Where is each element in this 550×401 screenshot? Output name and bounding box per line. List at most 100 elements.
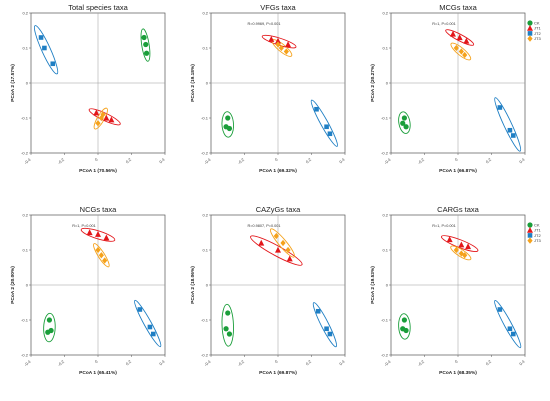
x-tick-label: -0.2 — [417, 358, 426, 367]
ck-ellipse — [221, 111, 234, 138]
x-tick-label: 0 — [454, 358, 460, 364]
legend-marker-jt1 — [527, 25, 533, 31]
x-tick-label: 0.4 — [338, 358, 346, 366]
legend-label-ck: CK — [534, 21, 540, 26]
y-axis-label: PCoA 2 (20.00%) — [10, 266, 16, 304]
x-tick-label: 0.2 — [305, 358, 313, 366]
x-tick-label: 0 — [454, 156, 460, 162]
y-tick-label: 0.2 — [202, 212, 208, 217]
x-tick-label: -0.2 — [417, 156, 426, 165]
jt3-point — [95, 120, 101, 127]
jt2-ellipse — [494, 300, 522, 349]
jt2-point — [327, 131, 333, 137]
y-tick-label: 0.1 — [382, 45, 388, 50]
jt1-point — [285, 41, 292, 48]
jt2-ellipse — [494, 97, 522, 152]
y-tick-label: -0.2 — [21, 352, 29, 357]
x-tick-label: 0.4 — [518, 156, 526, 164]
y-tick-label: -0.1 — [381, 317, 389, 322]
jt3-point — [98, 252, 104, 259]
jt1-point — [456, 34, 463, 41]
y-tick-label: -0.1 — [201, 317, 209, 322]
legend-marker-jt2 — [527, 31, 533, 36]
jt3-point — [458, 250, 464, 257]
x-tick-label: 0.2 — [125, 358, 133, 366]
jt3-point — [280, 239, 286, 247]
jt1-point — [103, 114, 110, 121]
y-tick-label: -0.1 — [21, 317, 29, 322]
ck-point — [48, 327, 54, 334]
ck-point — [225, 310, 231, 316]
y-tick-label: 0.1 — [22, 247, 28, 252]
jt1-point — [108, 116, 115, 123]
jt2-ellipse — [134, 299, 162, 348]
panel-title: CARGs taxa — [437, 205, 480, 214]
jt3-point — [100, 111, 106, 118]
legend-label-jt2: JT2 — [534, 233, 541, 238]
x-tick-label: 0.2 — [125, 156, 133, 164]
jt1-point — [95, 231, 101, 237]
ck-ellipse — [398, 111, 411, 134]
x-tick-label: -0.2 — [57, 156, 66, 165]
x-tick-label: -0.4 — [203, 358, 212, 367]
jt1-point — [465, 243, 472, 250]
stat-annotation: R=0.9807, P=0.001 — [248, 224, 281, 228]
jt3-point — [283, 48, 289, 55]
ck-point — [226, 125, 233, 132]
panel-title: VFGs taxa — [260, 3, 296, 12]
jt1-point — [463, 37, 470, 44]
ck-point — [401, 317, 407, 323]
jt3-ellipse — [269, 228, 295, 258]
jt3-point — [453, 246, 459, 254]
y-axis-label: PCoA 2 (19.53%) — [370, 266, 376, 304]
stat-annotation: R=1, P=0.001 — [72, 224, 95, 228]
y-tick-label: -0.1 — [201, 115, 209, 120]
legend-marker-jt3 — [527, 237, 533, 244]
x-axis-label: PCoA 1 (68.35%) — [439, 370, 477, 376]
legend-label-ck: CK — [534, 223, 540, 228]
x-axis-label: PCoA 1 (66.87%) — [439, 168, 477, 174]
y-tick-label: 0 — [26, 80, 29, 85]
x-tick-label: 0 — [274, 358, 280, 364]
jt2-point — [510, 133, 516, 138]
panel-title: Total species taxa — [68, 3, 128, 12]
legend-marker-ck — [527, 222, 533, 228]
panel-1: Total species taxa-0.4 -0.2 0 0.2 0.4-0.2-0.… — [10, 3, 166, 174]
y-tick-label: -0.2 — [381, 150, 389, 155]
jt2-point — [315, 308, 321, 314]
x-tick-label: 0 — [94, 156, 100, 162]
y-axis-label: PCoA 2 (20.27%) — [370, 64, 376, 102]
y-tick-label: -0.2 — [21, 150, 29, 155]
ck-point — [143, 41, 149, 48]
y-tick-label: 0.2 — [22, 212, 28, 217]
y-tick-label: 0 — [206, 282, 209, 287]
legend-label-jt3: JT3 — [534, 36, 541, 41]
jt2-point — [42, 45, 47, 51]
jt3-point — [278, 44, 284, 52]
jt1-point — [93, 109, 100, 116]
jt3-point — [102, 257, 108, 264]
jt2-point — [137, 307, 143, 312]
y-tick-label: 0 — [386, 80, 389, 85]
jt1-point — [458, 241, 465, 248]
legend-label-jt1: JT1 — [534, 228, 541, 233]
y-axis-label: PCoA 2 (18.06%) — [190, 266, 196, 304]
jt2-ellipse — [310, 99, 338, 147]
x-axis-label: PCoA 1 (70.56%) — [79, 168, 117, 174]
y-axis-label: PCoA 2 (19.18%) — [190, 64, 196, 102]
ck-point — [226, 331, 233, 337]
panel-title: NCGs taxa — [80, 205, 118, 214]
jt1-point — [286, 255, 293, 262]
ck-point — [141, 34, 147, 41]
y-axis-label: PCoA 2 (17.57%) — [10, 64, 16, 102]
x-tick-label: -0.2 — [237, 156, 246, 165]
ck-point — [46, 317, 53, 323]
jt2-point — [510, 331, 516, 337]
y-tick-label: 0.2 — [22, 10, 28, 15]
y-tick-label: -0.2 — [201, 352, 209, 357]
jt3-point — [462, 51, 468, 59]
